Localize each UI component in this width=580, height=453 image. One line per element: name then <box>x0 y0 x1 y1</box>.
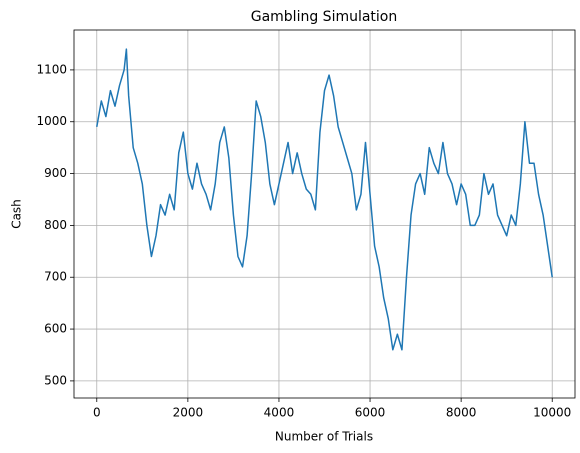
x-tick-label: 4000 <box>264 406 295 420</box>
x-tick-label: 6000 <box>355 406 386 420</box>
y-tick-label: 1100 <box>36 62 67 76</box>
chart-title: Gambling Simulation <box>251 9 398 25</box>
x-tick-label: 10000 <box>533 406 571 420</box>
y-tick-label: 500 <box>44 373 67 387</box>
plot-frame <box>73 29 576 399</box>
y-tick-label: 900 <box>44 166 67 180</box>
x-tick-label: 0 <box>93 406 101 420</box>
x-tick-label: 2000 <box>173 406 204 420</box>
data-line <box>96 48 553 351</box>
y-tick-label: 1000 <box>36 114 67 128</box>
x-axis-label: Number of Trials <box>275 430 373 444</box>
y-axis-label: Cash <box>10 199 24 229</box>
y-tick-label: 800 <box>44 218 67 232</box>
y-tick-label: 600 <box>44 322 67 336</box>
y-tick-label: 700 <box>44 270 67 284</box>
x-tick-label: 8000 <box>446 406 477 420</box>
